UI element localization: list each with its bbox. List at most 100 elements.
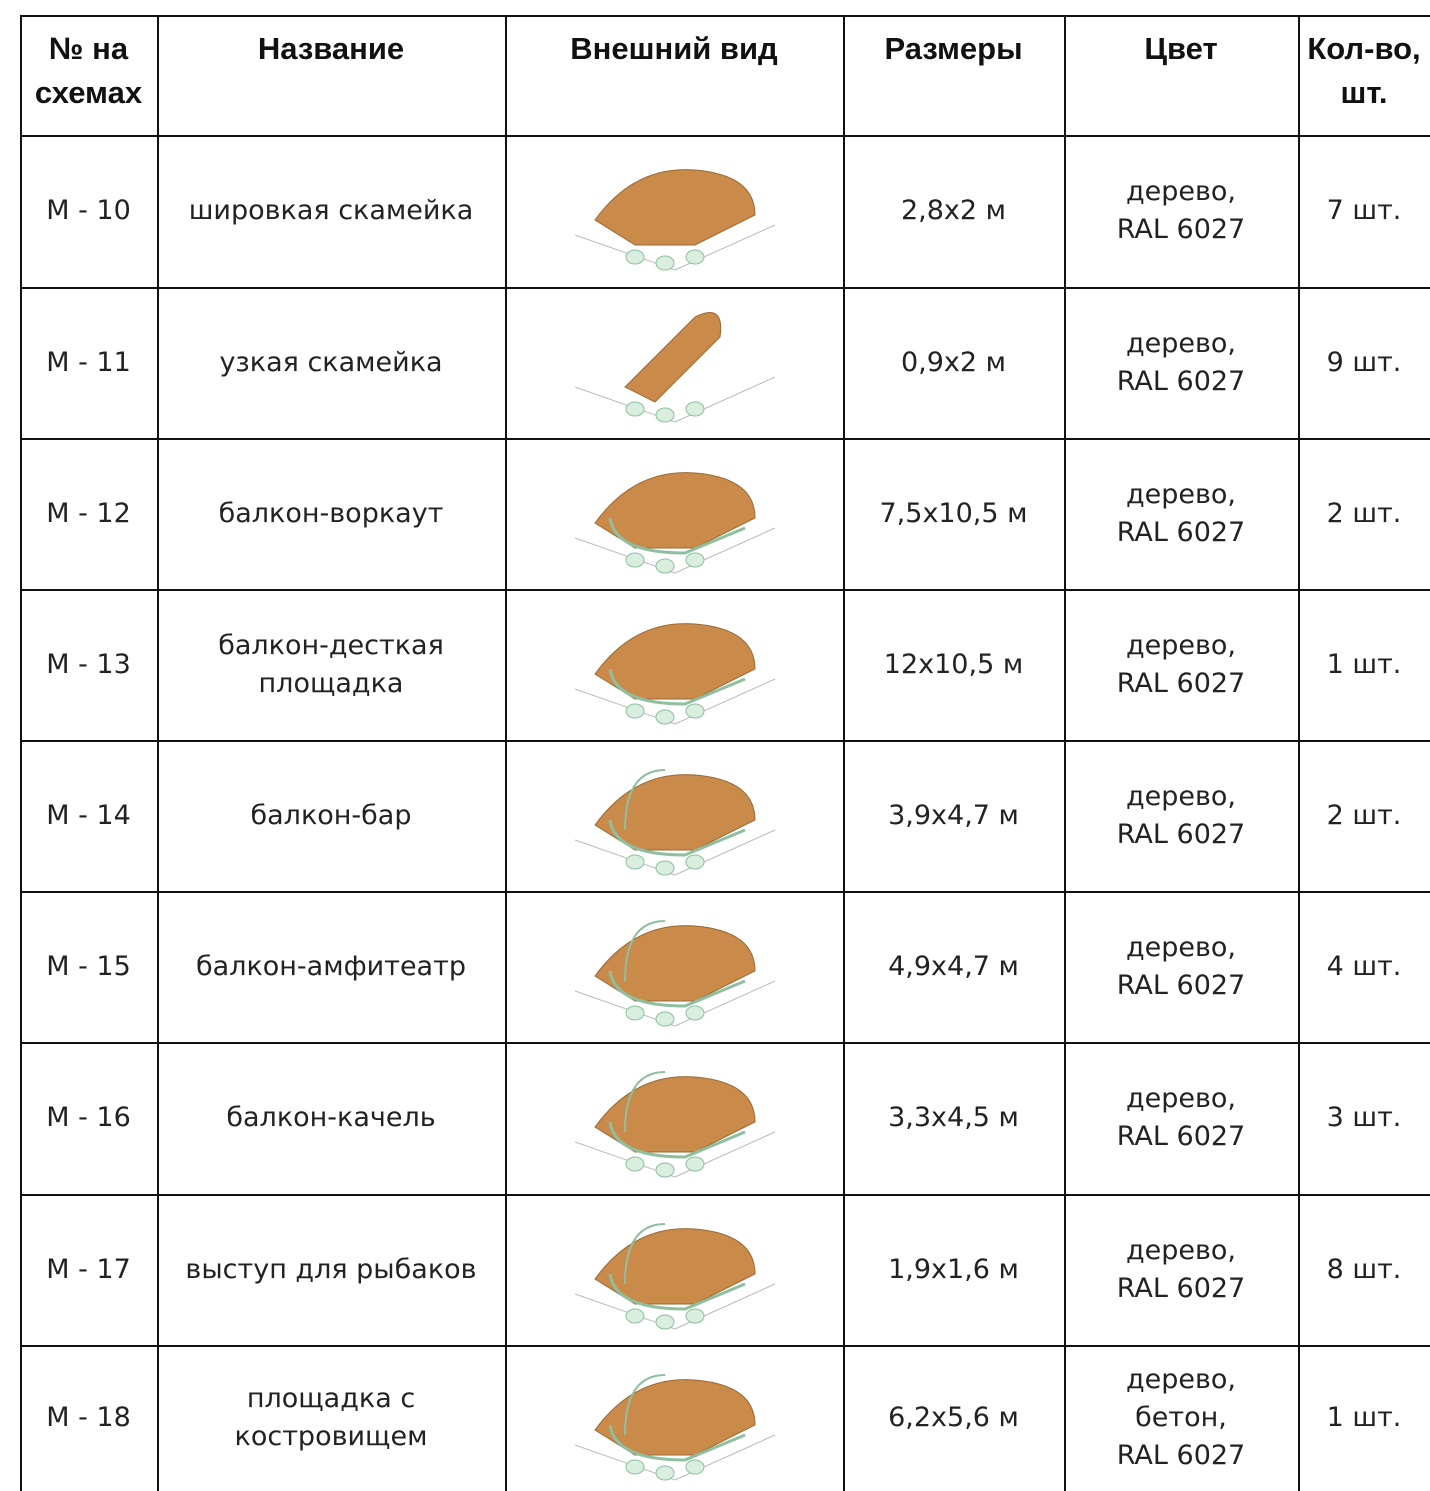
illustration-part: [655, 255, 675, 271]
illustration: [574, 472, 776, 574]
cell-line: RAL 6027: [1116, 667, 1246, 699]
table-cell: 2 шт.: [1326, 799, 1402, 831]
cell-line: RAL 6027: [1116, 516, 1246, 548]
illustration: [574, 1071, 776, 1178]
illustration-part: [655, 558, 675, 574]
cell-line: шировкая скамейка: [188, 195, 474, 226]
table-cell: 9 шт.: [1326, 346, 1402, 378]
table-cell: дерево, RAL 6027: [1064, 891, 1298, 1042]
cell-line: площадка с: [246, 1383, 416, 1414]
table-cell: балкон-качель: [157, 1042, 505, 1194]
table-cell: 2 шт.: [1326, 497, 1402, 529]
illustration-part: [655, 1011, 675, 1027]
illustration-part: [655, 709, 675, 725]
table-cell: 6,2x5,6 м: [888, 1402, 1019, 1433]
table-cell: M - 10: [46, 195, 131, 226]
table-cell: выступ для рыбаков: [157, 1194, 505, 1345]
table-cell: дерево, RAL 6027: [1064, 287, 1298, 438]
illustration-part: [685, 1156, 705, 1172]
header-cell: Кол-во, шт.: [1298, 15, 1430, 135]
table-cell: дерево, бетон, RAL 6027: [1064, 1345, 1298, 1491]
illustration-part: [685, 552, 705, 568]
illustration: [574, 312, 776, 423]
illustration-part: [594, 1379, 756, 1456]
column-line: [505, 15, 507, 1491]
cell-line: дерево,: [1125, 176, 1237, 207]
row-line: [20, 1042, 1430, 1044]
illustration-part: [624, 1223, 666, 1285]
illustration-part: [685, 1308, 705, 1324]
table-cell: балкон-амфитеатр: [157, 891, 505, 1042]
illustration: [574, 1223, 776, 1330]
illustration-part: [685, 249, 705, 265]
table-cell: дерево, RAL 6027: [1064, 1194, 1298, 1345]
illustration: [574, 920, 776, 1027]
table-cell: M - 15: [46, 950, 131, 982]
column-line: [157, 15, 159, 1491]
table-cell: 7,5x10,5 м: [879, 497, 1028, 529]
illustration-part: [625, 401, 645, 417]
illustration-part: [608, 970, 746, 1008]
column-line: [1064, 15, 1066, 1491]
table-cell: дерево, RAL 6027: [1064, 589, 1298, 740]
row-line: [20, 15, 1430, 17]
illustration-part: [655, 1314, 675, 1330]
cell-line: дерево,: [1125, 1364, 1237, 1395]
table-cell: 3,9x4,7 м: [888, 799, 1019, 831]
table-cell: дерево, RAL 6027: [1064, 1042, 1298, 1194]
column-line: [20, 15, 22, 1491]
illustration-part: [608, 517, 746, 555]
table-cell: 4 шт.: [1326, 950, 1402, 982]
illustration-part: [625, 703, 645, 719]
table-cell: 1 шт.: [1326, 648, 1402, 680]
cell-line: дерево,: [1125, 629, 1237, 661]
cell-line: RAL 6027: [1116, 1440, 1246, 1471]
table-cell: M - 14: [46, 799, 131, 831]
table-cell: M - 11: [46, 346, 131, 378]
header-line: Внешний вид: [570, 31, 778, 66]
row-line: [20, 1194, 1430, 1196]
illustration-part: [624, 920, 666, 982]
illustration-part: [625, 1459, 645, 1475]
table-cell: 8 шт.: [1326, 1253, 1402, 1285]
illustration-part: [608, 1424, 746, 1462]
cell-line: дерево,: [1125, 931, 1237, 963]
cell-line: костровищем: [234, 1421, 428, 1452]
column-line: [1298, 15, 1300, 1491]
cell-line: RAL 6027: [1116, 1121, 1246, 1152]
illustration: [574, 623, 776, 725]
table-cell: дерево, RAL 6027: [1064, 740, 1298, 891]
cell-line: дерево,: [1125, 1083, 1237, 1114]
illustration-part: [608, 819, 746, 857]
table-cell: дерево, RAL 6027: [1064, 438, 1298, 589]
illustration-part: [625, 854, 645, 870]
table-cell: M - 12: [46, 497, 131, 529]
illustration-part: [655, 860, 675, 876]
table-cell: балкон-бар: [157, 740, 505, 891]
cell-line: узкая скамейка: [219, 346, 443, 378]
illustration-part: [655, 1465, 675, 1481]
cell-line: RAL 6027: [1116, 1272, 1246, 1304]
illustration-part: [655, 1162, 675, 1178]
cell-line: бетон,: [1135, 1402, 1227, 1433]
cell-line: дерево,: [1125, 478, 1237, 510]
row-line: [20, 589, 1430, 591]
illustration-part: [624, 1374, 666, 1436]
table-cell: дерево, RAL 6027: [1064, 135, 1298, 287]
cell-line: балкон-качель: [226, 1102, 436, 1133]
illustration-part: [685, 401, 705, 417]
illustration-part: [685, 1459, 705, 1475]
table-cell: 1 шт.: [1326, 1402, 1402, 1433]
cell-line: балкон-десткая: [218, 629, 444, 661]
illustration-part: [594, 623, 756, 700]
illustration-part: [624, 312, 722, 403]
illustration-part: [594, 472, 756, 549]
illustration-part: [625, 249, 645, 265]
illustration-part: [625, 1005, 645, 1021]
header-line: шт.: [1340, 75, 1388, 110]
cell-line: дерево,: [1125, 327, 1237, 359]
illustration-part: [608, 1273, 746, 1311]
illustration: [574, 169, 776, 271]
table-cell: шировкая скамейка: [157, 135, 505, 287]
